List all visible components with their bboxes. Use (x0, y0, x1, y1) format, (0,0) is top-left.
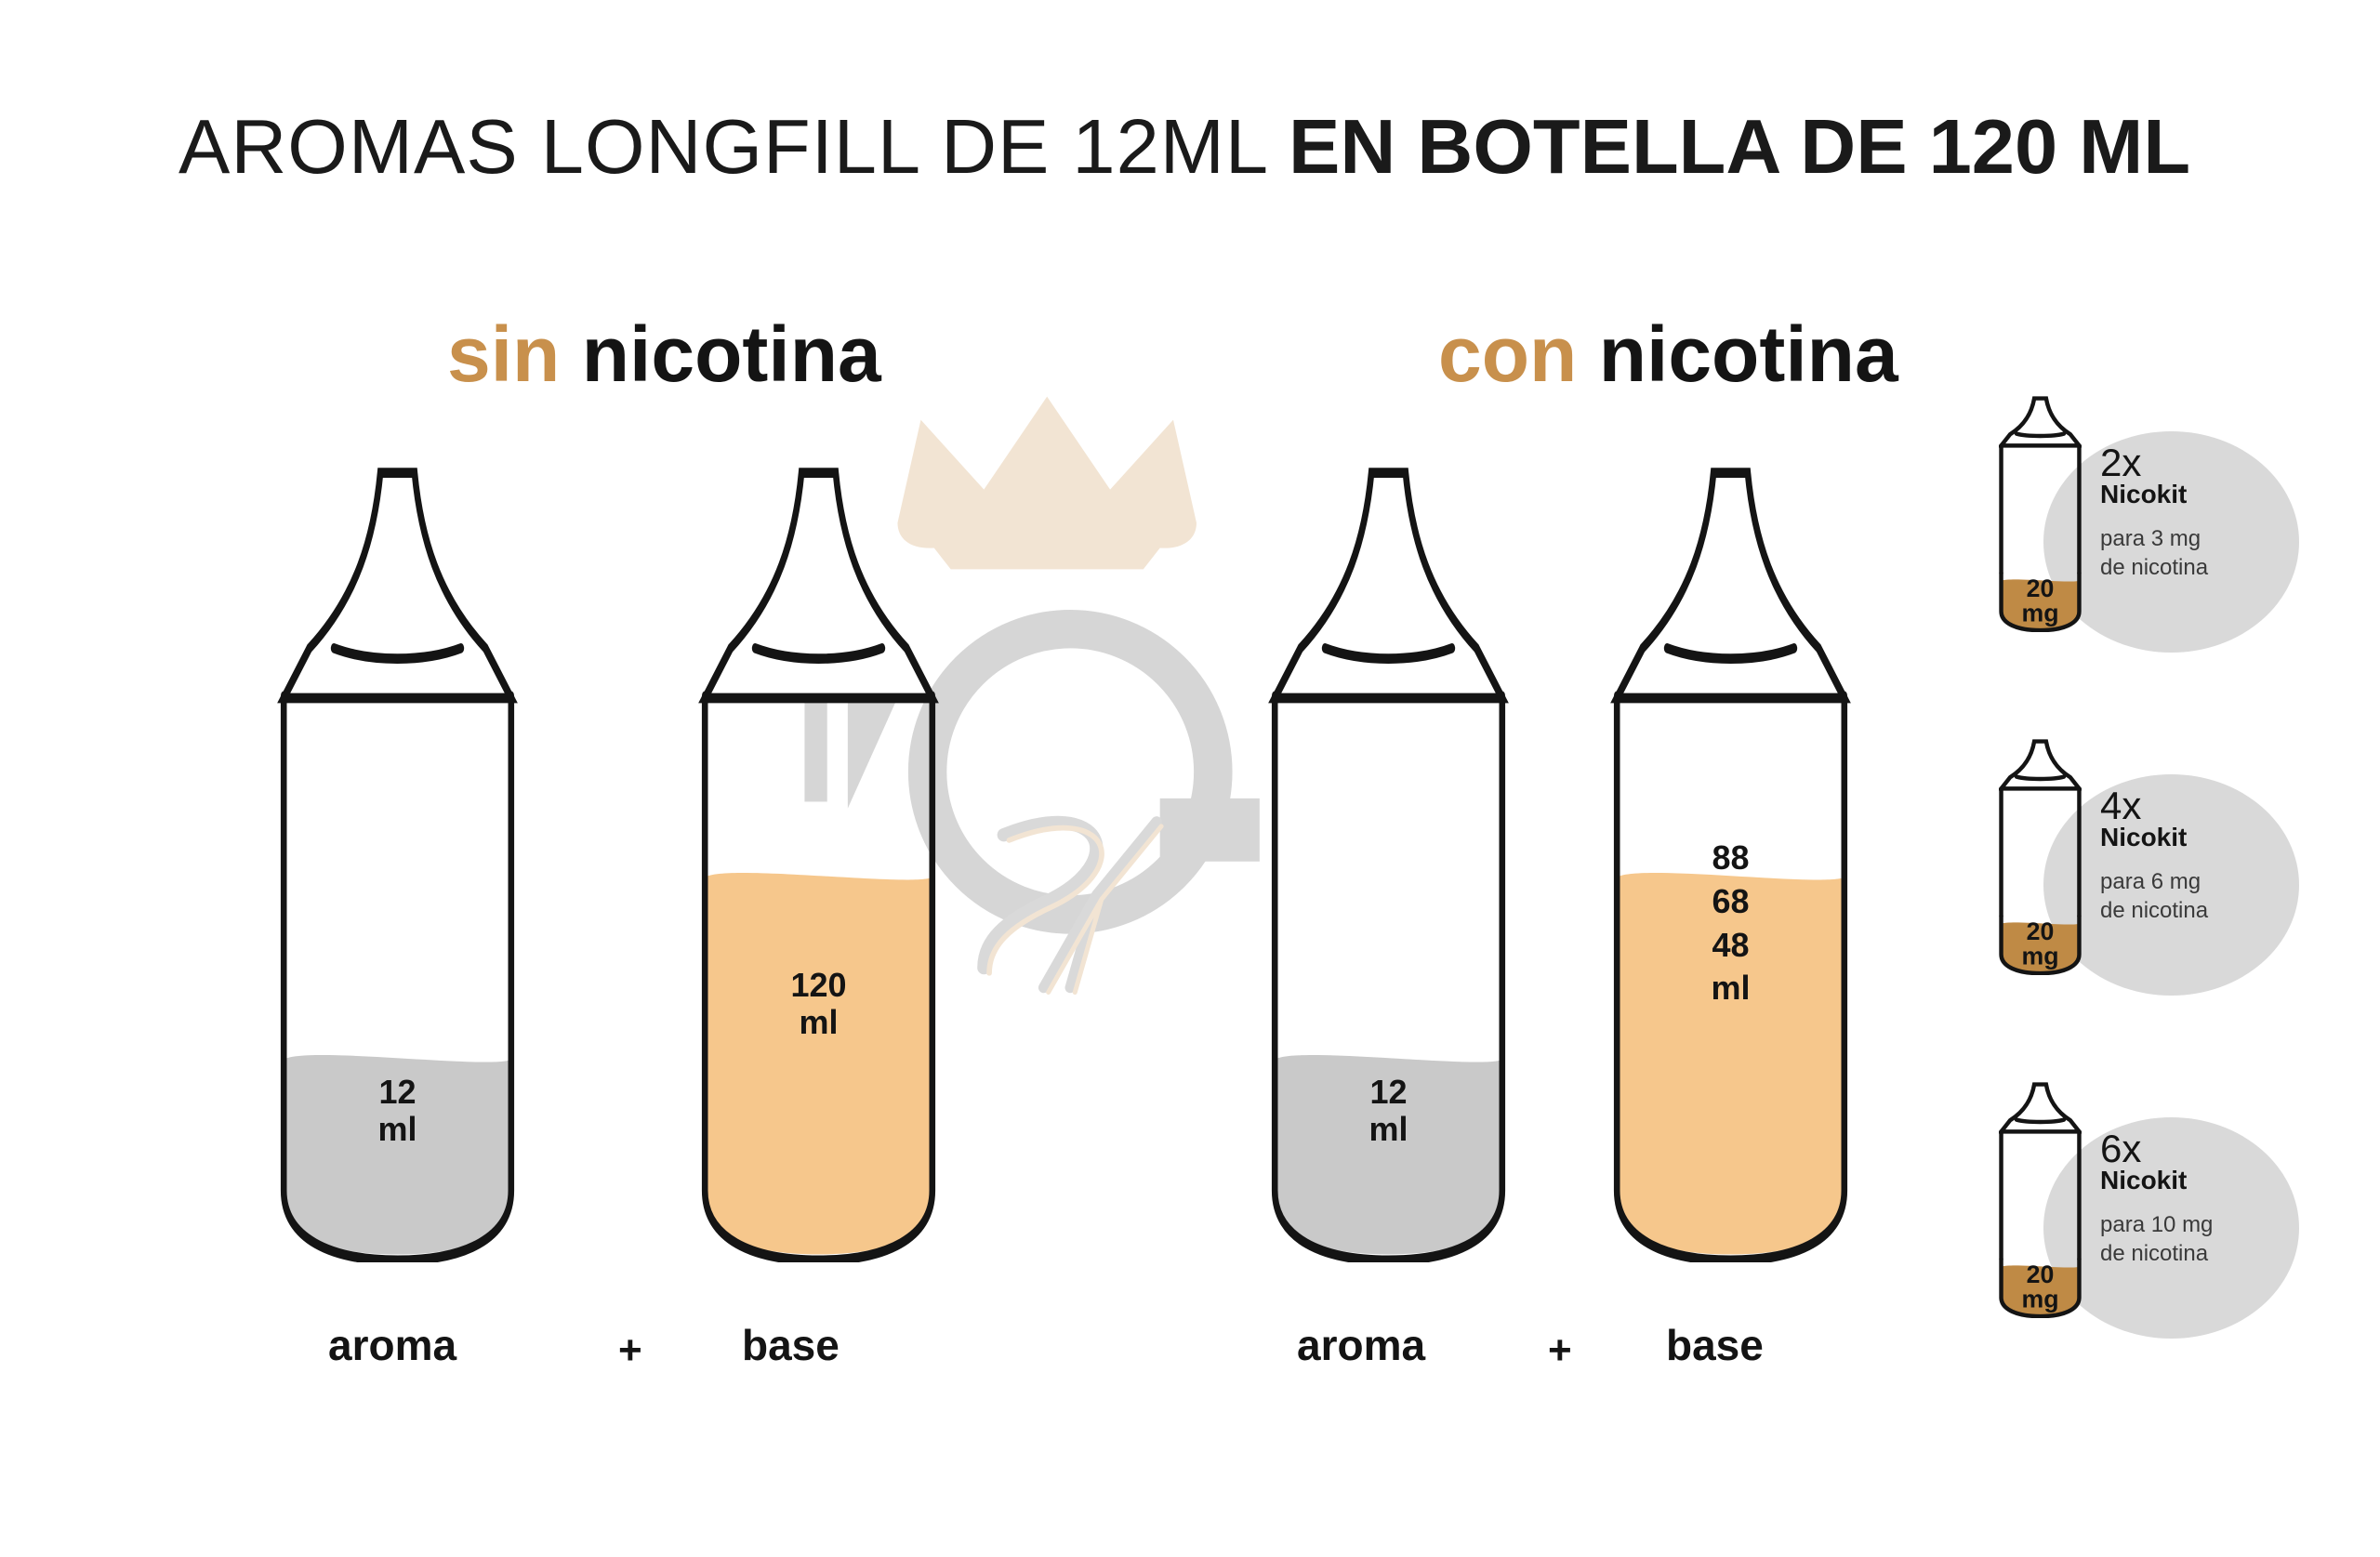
svg-text:mg: mg (2021, 600, 2058, 627)
svg-text:mg: mg (2021, 943, 2058, 970)
svg-text:20: 20 (2027, 574, 2055, 602)
svg-text:mg: mg (2021, 1286, 2058, 1313)
svg-text:20: 20 (2027, 917, 2055, 945)
svg-text:20: 20 (2027, 1260, 2055, 1288)
